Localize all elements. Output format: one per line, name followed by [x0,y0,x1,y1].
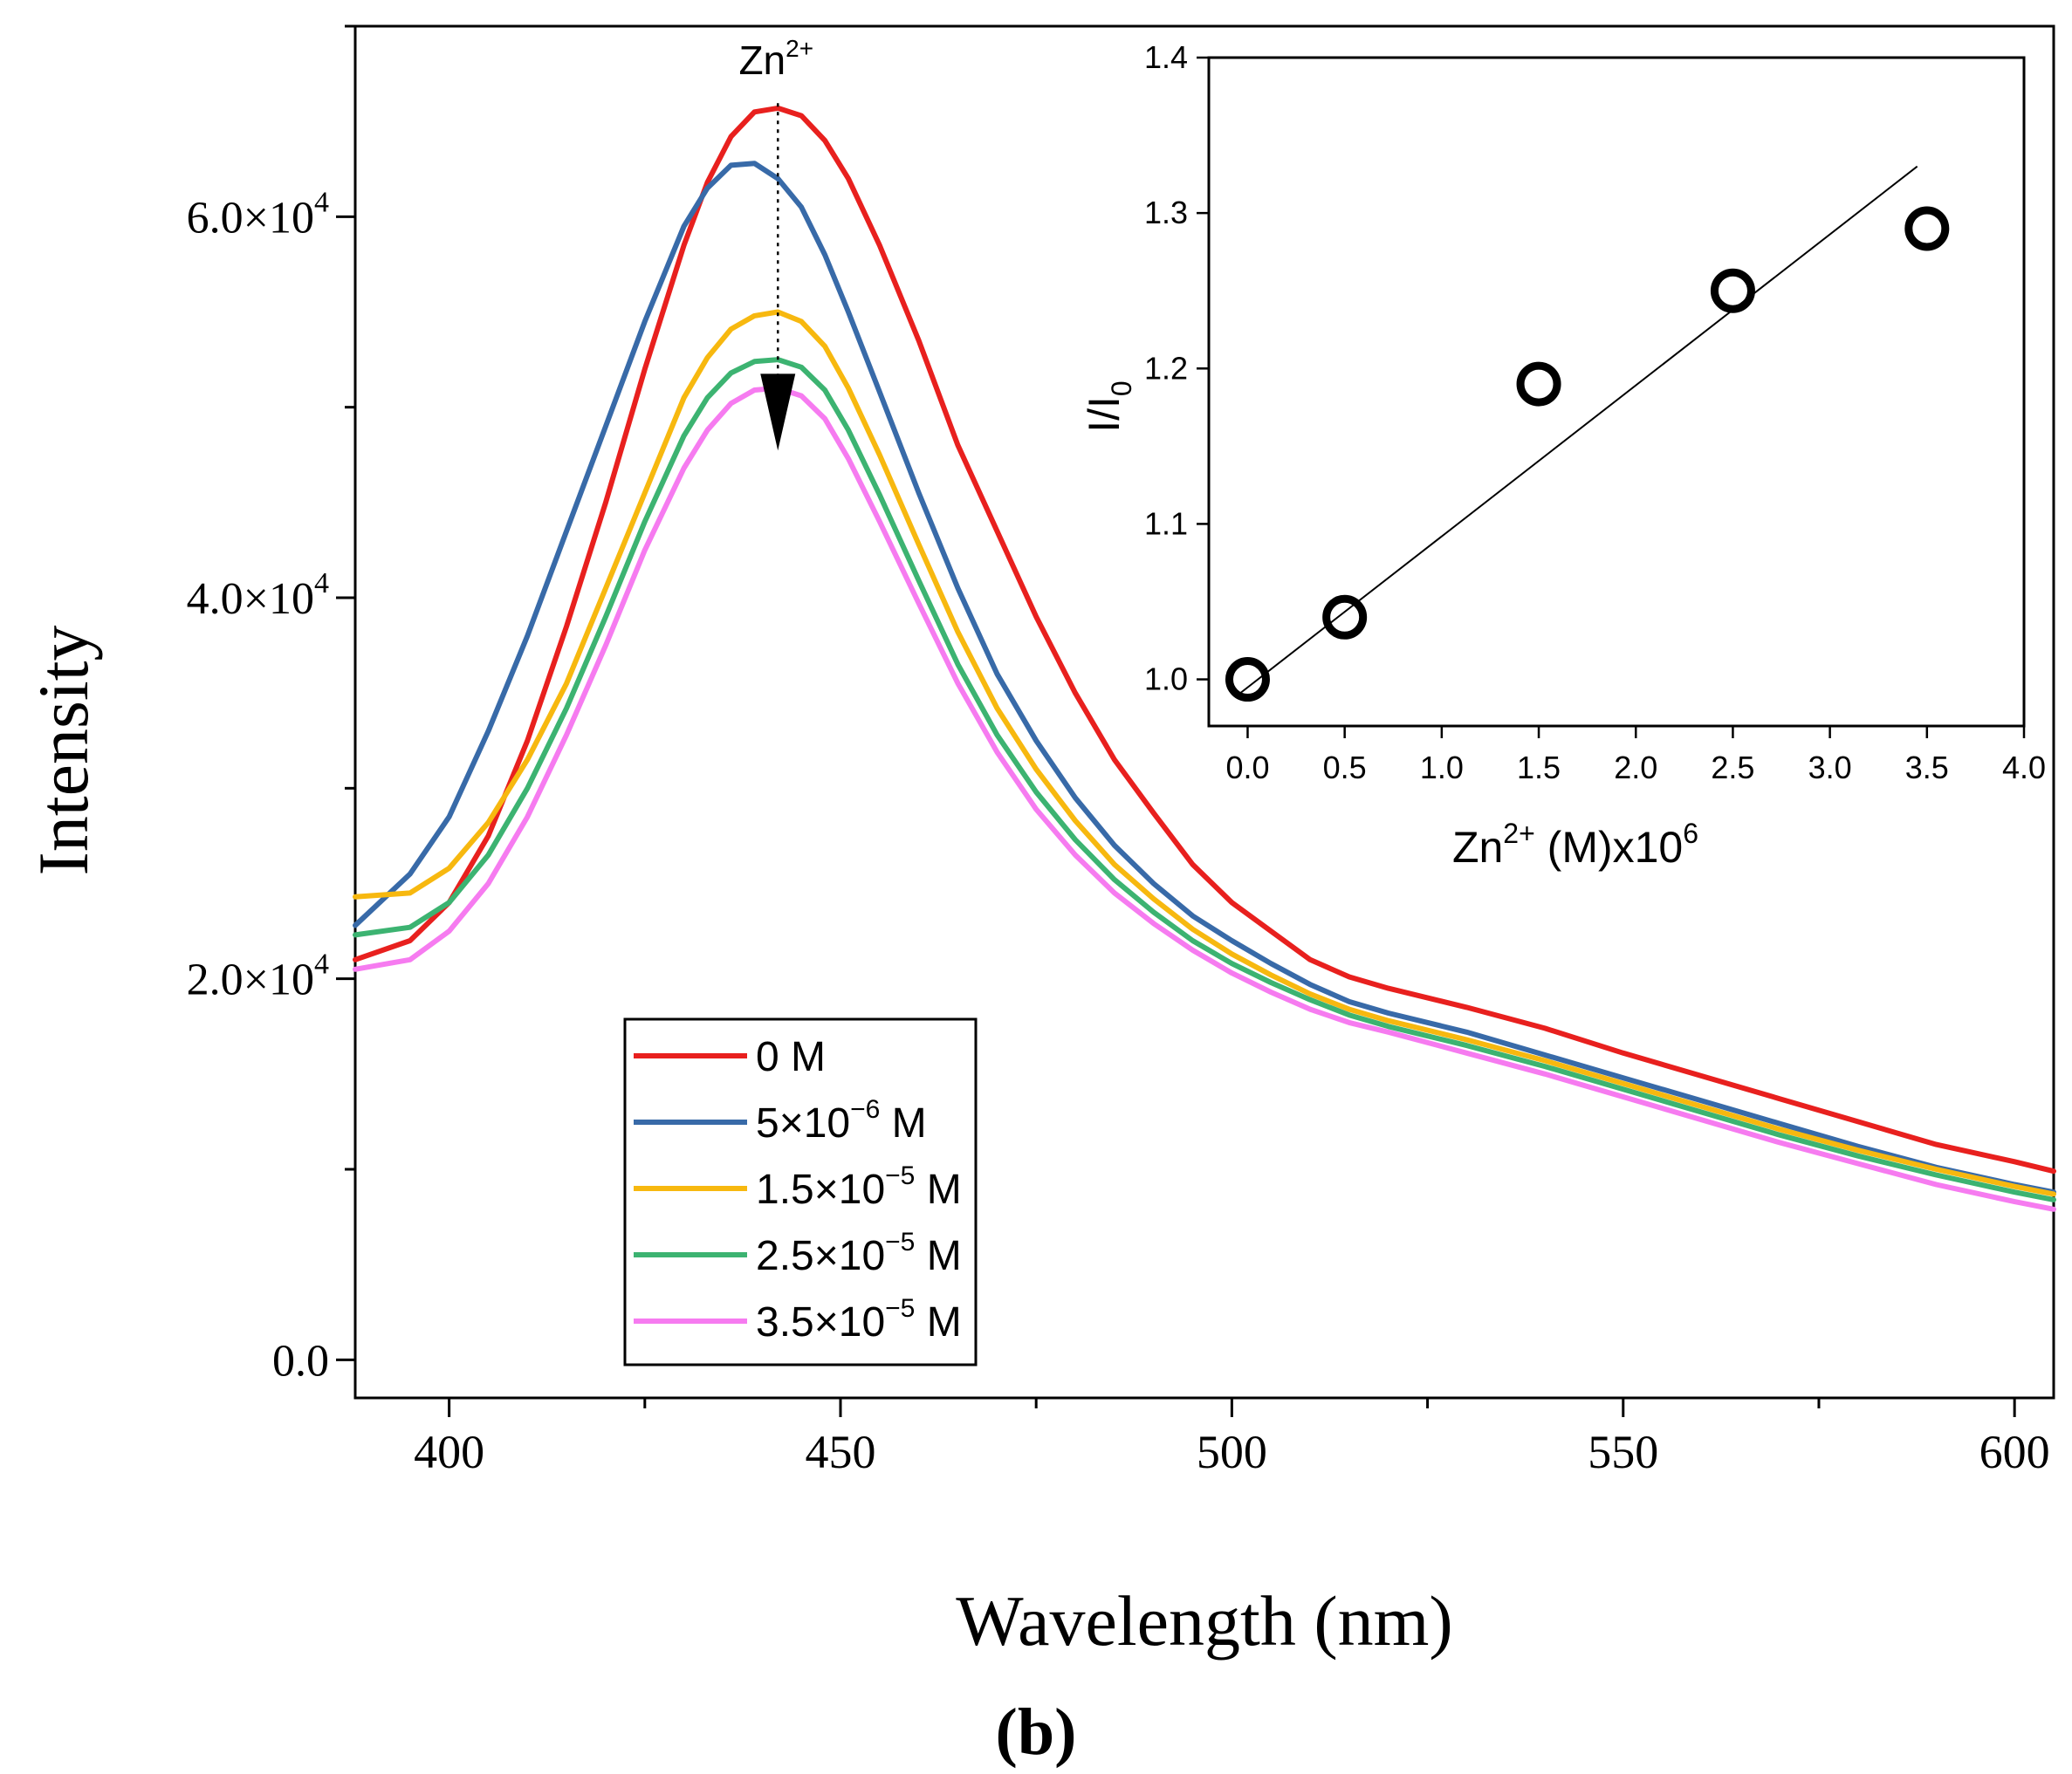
inset-x-ticks: 0.0 0.5 1.0 1.5 2.0 2.5 3.0 3.5 4.0 [1225,726,2046,785]
series-line-3 [353,357,2056,1202]
inset-data-point [1322,594,1368,640]
legend-label-3: 2.5×10−5 M [756,1228,962,1279]
x-tick-label: 600 [1979,1426,2050,1478]
inset-y-ticks: 1.0 1.1 1.2 1.3 1.4 [1144,39,1209,697]
series-line-0 [353,105,2056,1175]
inset-data-point [1225,657,1270,702]
inset-plot: 0.0 0.5 1.0 1.5 2.0 2.5 3.0 3.5 4.0 1.0 1.1 1.2 1.3… [1080,39,2046,872]
inset-x-tick-label: 3.5 [1905,750,1949,785]
x-tick-label: 550 [1588,1426,1658,1478]
main-x-ticks: 400 450 500 550 600 [414,1398,2050,1478]
main-y-axis-label: Intensity [24,626,103,876]
main-curves [353,105,2056,1212]
inset-fit-line [1237,165,1918,696]
legend-box [623,1017,978,1366]
inset-data-point [1710,268,1755,313]
x-tick-label: 450 [806,1426,876,1478]
inset-x-tick-label: 0.0 [1225,750,1269,785]
inset-plot-frame [1207,56,2026,728]
series-line-2 [353,309,2056,1197]
inset-x-tick-label: 1.0 [1420,750,1464,785]
inset-x-tick-label: 3.0 [1808,750,1852,785]
x-tick-label: 500 [1197,1426,1267,1478]
x-tick-label: 400 [414,1426,484,1478]
inset-y-tick-label: 1.0 [1144,661,1188,697]
inset-y-tick-label: 1.1 [1144,505,1188,541]
annotation-arrowhead [760,373,796,451]
legend-label-1: 5×10−6 M [756,1095,927,1147]
inset-x-tick-label: 0.5 [1323,750,1367,785]
y-tick-label: 6.0×104 [187,186,329,243]
y-tick-label: 4.0×104 [187,567,329,624]
inset-x-tick-label: 2.0 [1614,750,1657,785]
inset-y-axis-label: I/I0 [1080,380,1137,432]
main-x-axis-label: Wavelength (nm) [956,1581,1452,1661]
inset-y-tick-label: 1.2 [1144,350,1188,386]
legend-label-2: 1.5×10−5 M [756,1161,962,1213]
inset-x-axis-label: Zn2+ (M)x106 [1452,818,1698,872]
inset-data-point [1516,361,1561,407]
inset-points [1225,206,1950,702]
annotation-label: Zn2+ [738,35,813,83]
legend-label-4: 3.5×10−5 M [756,1294,962,1346]
legend-label-0: 0 M [756,1034,826,1080]
inset-y-tick-label: 1.4 [1144,39,1188,75]
series-line-1 [353,161,2056,1195]
legend-items: 0 M 5×10−6 M 1.5×10−5 M 2.5×10−5 M 3.5×10−5 … [634,1034,962,1346]
inset-x-tick-label: 4.0 [2002,750,2046,785]
y-tick-label: 0.0 [272,1336,329,1386]
series-line-4 [353,385,2056,1212]
legend: 0 M 5×10−6 M 1.5×10−5 M 2.5×10−5 M 3.5×10−5 … [623,1017,978,1366]
main-y-ticks: 0.0 2.0×104 4.0×104 6.0×104 [187,24,355,1386]
inset-data-point [1904,206,1950,251]
inset-x-tick-label: 1.5 [1517,750,1561,785]
y-tick-label: 2.0×104 [187,949,329,1005]
panel-label: (b) [996,1695,1077,1769]
inset-x-tick-label: 2.5 [1711,750,1754,785]
inset-y-tick-label: 1.3 [1144,195,1188,230]
